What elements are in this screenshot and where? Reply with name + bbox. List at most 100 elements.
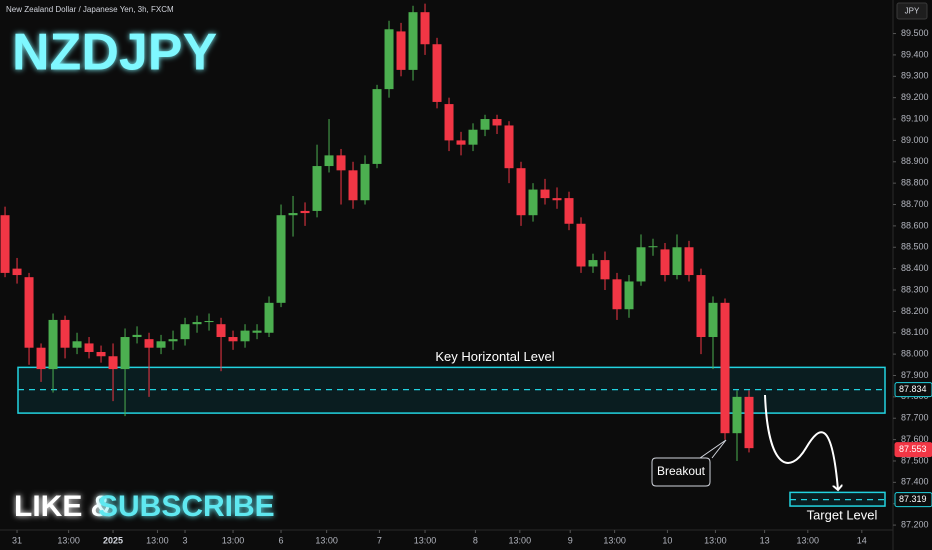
zone-label: Target Level [807, 508, 878, 523]
currency[interactable]: JPY [905, 7, 920, 16]
breakout-callout [651, 439, 727, 487]
y-tick-label: 88.700 [901, 199, 929, 209]
candle-body [492, 119, 502, 126]
candle-body [132, 334, 142, 338]
x-tick-label: 7 [377, 535, 382, 545]
candle-body [588, 260, 598, 267]
projection-arrow [764, 394, 838, 490]
candle-body [108, 356, 118, 370]
candle-body [228, 337, 238, 342]
candle-body [84, 343, 94, 352]
x-tick-label: 13:00 [704, 535, 727, 545]
x-tick-label: 13 [760, 535, 770, 545]
candle-body [732, 396, 742, 434]
y-tick-label: 87.500 [901, 455, 929, 465]
x-tick-label: 13:00 [57, 535, 80, 545]
x-tick-label: 3 [183, 535, 188, 545]
breakout-label: Breakout [657, 464, 706, 478]
y-tick-label: 89.300 [901, 71, 929, 81]
candle-body [576, 223, 586, 267]
price-tag [894, 492, 932, 508]
candle-body [504, 125, 514, 169]
y-tick-label: 87.900 [901, 370, 929, 380]
candle-body [744, 396, 754, 449]
candle-body [444, 104, 454, 141]
y-tick-label: 87.600 [901, 434, 929, 444]
candle-body [276, 215, 286, 303]
candle-body [468, 129, 478, 145]
candle-body [48, 319, 58, 370]
price-tag-label: 87.319 [899, 494, 927, 504]
candle-body [696, 275, 706, 338]
candle-body [552, 198, 562, 201]
y-tick-label: 88.400 [901, 263, 929, 273]
candle-body [432, 44, 442, 102]
candle-body [708, 302, 718, 338]
candle-body [240, 330, 250, 342]
x-tick-label: 13:00 [414, 535, 437, 545]
x-tick-label: 13:00 [222, 535, 245, 545]
x-tick-label: 9 [568, 535, 573, 545]
x-tick-label: 2025 [103, 535, 123, 545]
zone-box [17, 366, 886, 414]
candle-body [216, 324, 226, 338]
candle-body [360, 163, 370, 201]
candle-body [480, 119, 490, 130]
candle-body [252, 330, 262, 333]
candle-body [144, 339, 154, 348]
candle-body [120, 337, 130, 370]
candle-body [204, 320, 214, 323]
candle-body [300, 210, 310, 214]
currency-box[interactable] [896, 2, 928, 20]
candle-body [540, 189, 550, 199]
candle-body [24, 277, 34, 348]
candle-body [156, 341, 166, 348]
candle-body [660, 249, 670, 276]
candle-body [612, 279, 622, 310]
y-tick-label: 88.800 [901, 178, 929, 188]
chart-title: NZDJPY [12, 24, 217, 82]
candle-body [648, 246, 658, 248]
y-tick-label: 88.900 [901, 156, 929, 166]
candle-body [624, 281, 634, 310]
subscribe-text: SUBSCRIBE [98, 490, 275, 523]
candle-body [720, 302, 730, 434]
price-tag [894, 382, 932, 398]
candle-body [600, 260, 610, 280]
y-tick-label: 88.000 [901, 348, 929, 358]
candle-body [636, 247, 646, 282]
x-tick-label: 14 [857, 535, 867, 545]
candle-body [348, 170, 358, 201]
y-tick-label: 87.400 [901, 477, 929, 487]
candle-body [192, 322, 202, 325]
candle-body [264, 302, 274, 333]
x-tick-label: 10 [662, 535, 672, 545]
y-tick-label: 88.500 [901, 242, 929, 252]
candle-body [60, 319, 70, 348]
candle-body [528, 189, 538, 216]
x-tick-label: 31 [12, 535, 22, 545]
x-tick-label: 13:00 [509, 535, 532, 545]
candle-body [672, 247, 682, 276]
y-tick-label: 87.200 [901, 519, 929, 529]
y-tick-label: 87.700 [901, 413, 929, 423]
candle-body [396, 31, 406, 70]
y-tick-label: 89.200 [901, 92, 929, 102]
x-tick-label: 8 [473, 535, 478, 545]
price-tag-label: 87.553 [899, 444, 927, 454]
candle-body [684, 247, 694, 276]
x-tick-label: 6 [279, 535, 284, 545]
y-tick-label: 89.500 [901, 28, 929, 38]
candle-body [180, 324, 190, 340]
price-tag-label: 87.834 [899, 384, 927, 394]
y-tick-label: 88.600 [901, 220, 929, 230]
y-tick-label: 88.300 [901, 284, 929, 294]
candle-body [324, 155, 334, 167]
x-tick-label: 13:00 [146, 535, 169, 545]
candle-body [12, 268, 22, 276]
candle-body [0, 215, 10, 273]
header: New Zealand Dollar / Japanese Yen, 3h, F… [6, 5, 174, 14]
candle-body [408, 12, 418, 70]
